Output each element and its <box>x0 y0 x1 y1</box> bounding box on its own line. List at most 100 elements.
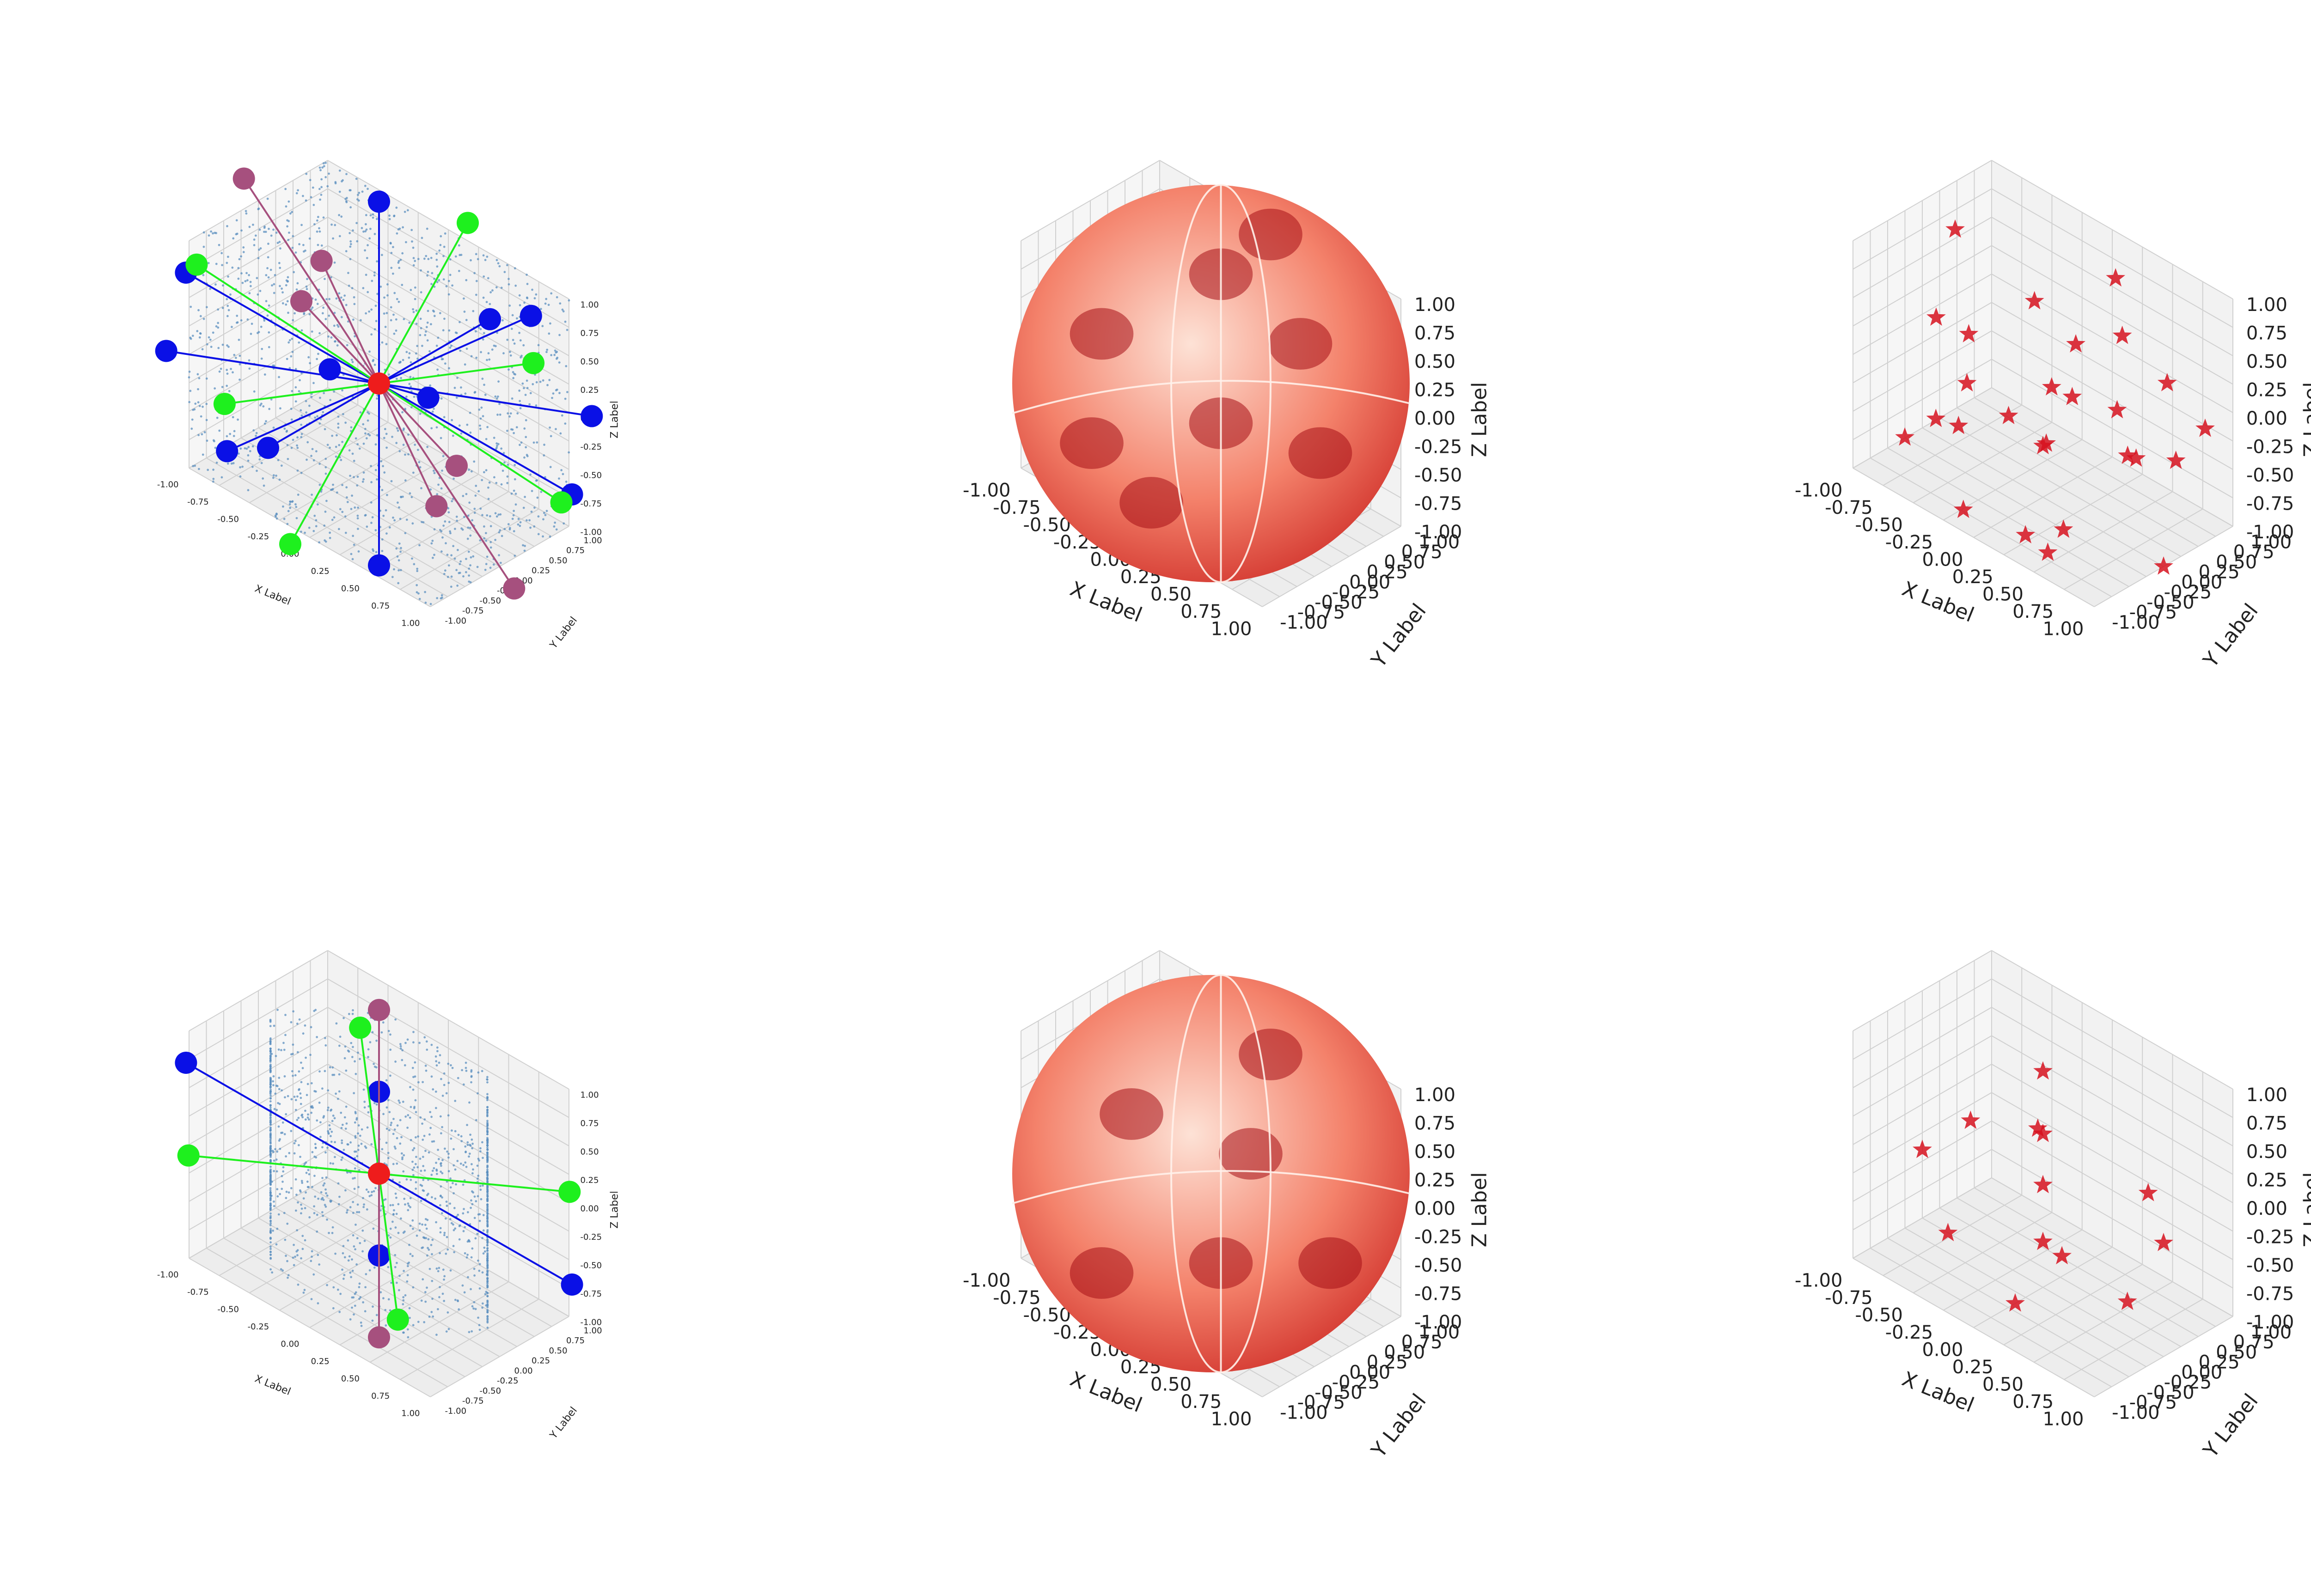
cloud-point <box>439 1054 441 1057</box>
cloud-point <box>536 441 538 444</box>
cloud-point <box>290 418 293 421</box>
cloud-point <box>294 251 297 254</box>
cloud-point <box>411 240 413 243</box>
cloud-point <box>206 439 208 442</box>
cloud-point <box>216 416 219 419</box>
cloud-point <box>373 1266 376 1269</box>
cloud-point <box>240 255 242 258</box>
cloud-point <box>472 1168 474 1171</box>
gridline <box>1852 274 1992 355</box>
cloud-point <box>440 594 443 597</box>
cloud-point <box>474 1237 477 1240</box>
cloud-point <box>320 178 323 181</box>
cloud-point <box>508 528 511 531</box>
cloud-point <box>395 1196 397 1199</box>
cloud-point <box>468 1240 471 1243</box>
cloud-point <box>385 433 388 435</box>
cloud-point <box>381 550 384 552</box>
cloud-point <box>205 402 208 405</box>
cloud-point <box>486 1127 489 1130</box>
cloud-point <box>329 531 331 534</box>
cloud-point <box>465 347 468 350</box>
cloud-point <box>199 315 202 317</box>
cloud-point <box>524 545 526 547</box>
cloud-point <box>511 518 514 520</box>
cloud-point <box>441 358 444 360</box>
cloud-point <box>402 444 405 446</box>
cloud-point <box>484 1250 486 1253</box>
cloud-point <box>325 500 328 502</box>
cloud-point <box>269 1059 272 1061</box>
cloud-point <box>382 465 384 468</box>
cloud-point <box>376 397 378 400</box>
cloud-point <box>242 251 245 253</box>
cloud-point <box>293 1096 296 1098</box>
cloud-point <box>511 314 514 317</box>
cloud-point <box>316 230 318 233</box>
cloud-point <box>292 1074 294 1077</box>
cloud-point <box>221 307 224 309</box>
z-tick-label: -0.50 <box>1414 1255 1462 1276</box>
cloud-point <box>341 1268 343 1271</box>
cloud-point <box>232 237 235 240</box>
cloud-point <box>399 569 402 572</box>
cloud-point <box>201 433 203 436</box>
cloud-point <box>291 246 294 249</box>
cloud-point <box>555 351 557 354</box>
cloud-point <box>565 481 568 483</box>
cloud-point <box>226 372 229 375</box>
cloud-point <box>413 1166 416 1169</box>
cloud-point <box>470 470 473 473</box>
cloud-point <box>343 294 346 297</box>
cloud-point <box>234 357 237 359</box>
cloud-point <box>324 539 326 542</box>
cloud-point <box>385 1324 387 1327</box>
cloud-point <box>389 1033 391 1036</box>
z-tick-label: 0.75 <box>1414 323 1455 344</box>
cloud-point <box>487 277 489 280</box>
z-tick-label: -0.25 <box>580 1232 602 1242</box>
cloud-point <box>273 292 275 294</box>
cloud-point <box>221 284 224 287</box>
cloud-point <box>269 1094 272 1097</box>
y-tick-label: -1.00 <box>1280 612 1328 633</box>
cloud-point <box>368 1269 371 1272</box>
cloud-point <box>359 1296 362 1298</box>
gridline <box>400 508 539 590</box>
cloud-point <box>361 481 364 483</box>
cloud-point <box>214 283 217 286</box>
cloud-point <box>424 1300 427 1303</box>
cloud-point <box>478 408 481 411</box>
cloud-point <box>370 501 373 504</box>
cloud-point <box>371 280 373 282</box>
cloud-point <box>311 306 314 309</box>
cloud-point <box>310 196 312 199</box>
cloud-point <box>287 1274 290 1277</box>
cloud-point <box>273 1108 276 1110</box>
cloud-point <box>462 1230 465 1232</box>
cloud-point <box>320 1191 323 1194</box>
x-axis-label: X Label <box>253 1373 293 1398</box>
cloud-point <box>431 539 434 542</box>
cloud-point <box>221 343 224 346</box>
cloud-point <box>253 390 256 393</box>
cloud-point <box>449 1269 452 1272</box>
cloud-point <box>292 1043 294 1046</box>
cloud-point <box>304 1118 307 1121</box>
cloud-point <box>440 487 443 490</box>
cloud-point <box>405 396 408 398</box>
cloud-point <box>486 1133 489 1136</box>
cloud-point <box>445 1092 448 1095</box>
cloud-point <box>215 262 218 265</box>
cloud-point <box>336 491 338 494</box>
cloud-point <box>449 1177 452 1180</box>
cloud-point <box>459 572 461 574</box>
cloud-point <box>469 527 471 529</box>
cloud-point <box>426 1286 428 1289</box>
cloud-point <box>367 419 369 422</box>
cloud-point <box>318 230 321 233</box>
cloud-point <box>287 1276 289 1279</box>
green-spoke <box>359 1027 380 1174</box>
cloud-point <box>352 1200 355 1203</box>
cloud-point <box>430 1244 433 1246</box>
